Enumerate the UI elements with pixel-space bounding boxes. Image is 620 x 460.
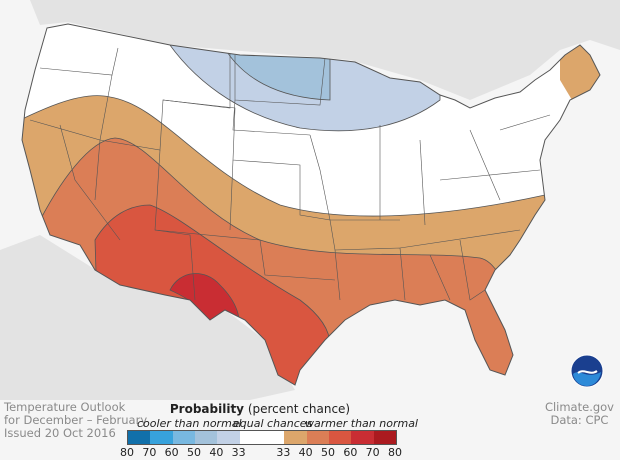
legend-swatch (306, 431, 329, 444)
legend-swatch (284, 431, 307, 444)
legend-swatch (351, 431, 374, 444)
legend-tick-label: 70 (365, 446, 380, 459)
legend-swatch (194, 431, 218, 444)
legend-swatch (239, 431, 285, 444)
legend-title: Probability (percent chance) (0, 402, 520, 416)
legend-tick-label: 70 (142, 446, 157, 459)
noaa-logo (570, 354, 604, 388)
us-map (0, 0, 620, 400)
legend-tick-label: 50 (187, 446, 201, 459)
legend-tick-label: 33 (276, 446, 291, 459)
legend-tick-label: 40 (298, 446, 313, 459)
legend-swatch (328, 431, 352, 444)
legend-tick-label: 50 (321, 446, 335, 459)
legend-color-bar (127, 430, 397, 445)
legend-tick-label: 80 (388, 446, 402, 459)
legend-title-bold: Probability (169, 402, 245, 416)
credit-source: Climate.gov (544, 400, 614, 414)
legend-swatch (128, 431, 151, 444)
legend-tick-label: 40 (209, 446, 224, 459)
credit: Climate.gov Data: CPC (545, 401, 614, 427)
legend-swatch (217, 431, 240, 444)
outlook-title: Temperature Outlook (4, 400, 126, 414)
mexico-land (0, 235, 295, 400)
legend-warmer-label: warmer than normal (305, 417, 418, 430)
legend-tick-label: 60 (164, 446, 179, 459)
legend-tick-label: 60 (343, 446, 358, 459)
legend-title-rest: (percent chance) (244, 402, 351, 416)
credit-data: Data: CPC (550, 413, 609, 427)
outlook-period: for December – February (4, 413, 148, 427)
legend-tick-label: 33 (231, 446, 246, 459)
legend-swatch (373, 431, 396, 444)
legend-cooler-label: cooler than normal (137, 417, 242, 430)
legend-tick-label: 80 (120, 446, 134, 459)
legend-swatch (150, 431, 173, 444)
canada-land (30, 0, 620, 100)
legend-swatch (172, 431, 195, 444)
state-borders (29, 47, 551, 301)
legend-equal-label: equal chances (233, 417, 313, 430)
outlook-info: Temperature Outlook for December – Febru… (4, 401, 147, 440)
issued-date: Issued 20 Oct 2016 (4, 426, 116, 440)
